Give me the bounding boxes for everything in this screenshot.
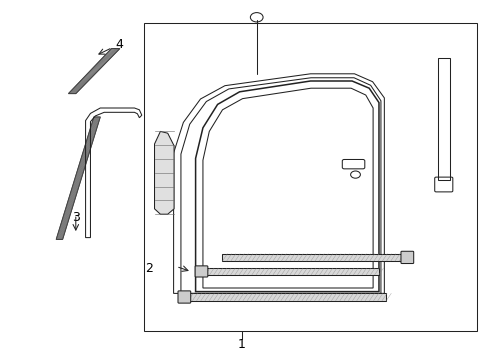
Polygon shape bbox=[56, 117, 100, 239]
Text: 4: 4 bbox=[116, 39, 123, 51]
Bar bbox=[144, 23, 476, 331]
Polygon shape bbox=[222, 254, 403, 261]
FancyBboxPatch shape bbox=[400, 251, 413, 264]
FancyBboxPatch shape bbox=[195, 266, 207, 277]
Polygon shape bbox=[154, 131, 174, 214]
Polygon shape bbox=[205, 268, 378, 275]
Text: 2: 2 bbox=[145, 262, 153, 275]
Polygon shape bbox=[68, 49, 120, 94]
Text: 3: 3 bbox=[72, 211, 80, 224]
Text: 1: 1 bbox=[238, 338, 245, 351]
FancyBboxPatch shape bbox=[178, 291, 190, 303]
Polygon shape bbox=[188, 293, 386, 301]
